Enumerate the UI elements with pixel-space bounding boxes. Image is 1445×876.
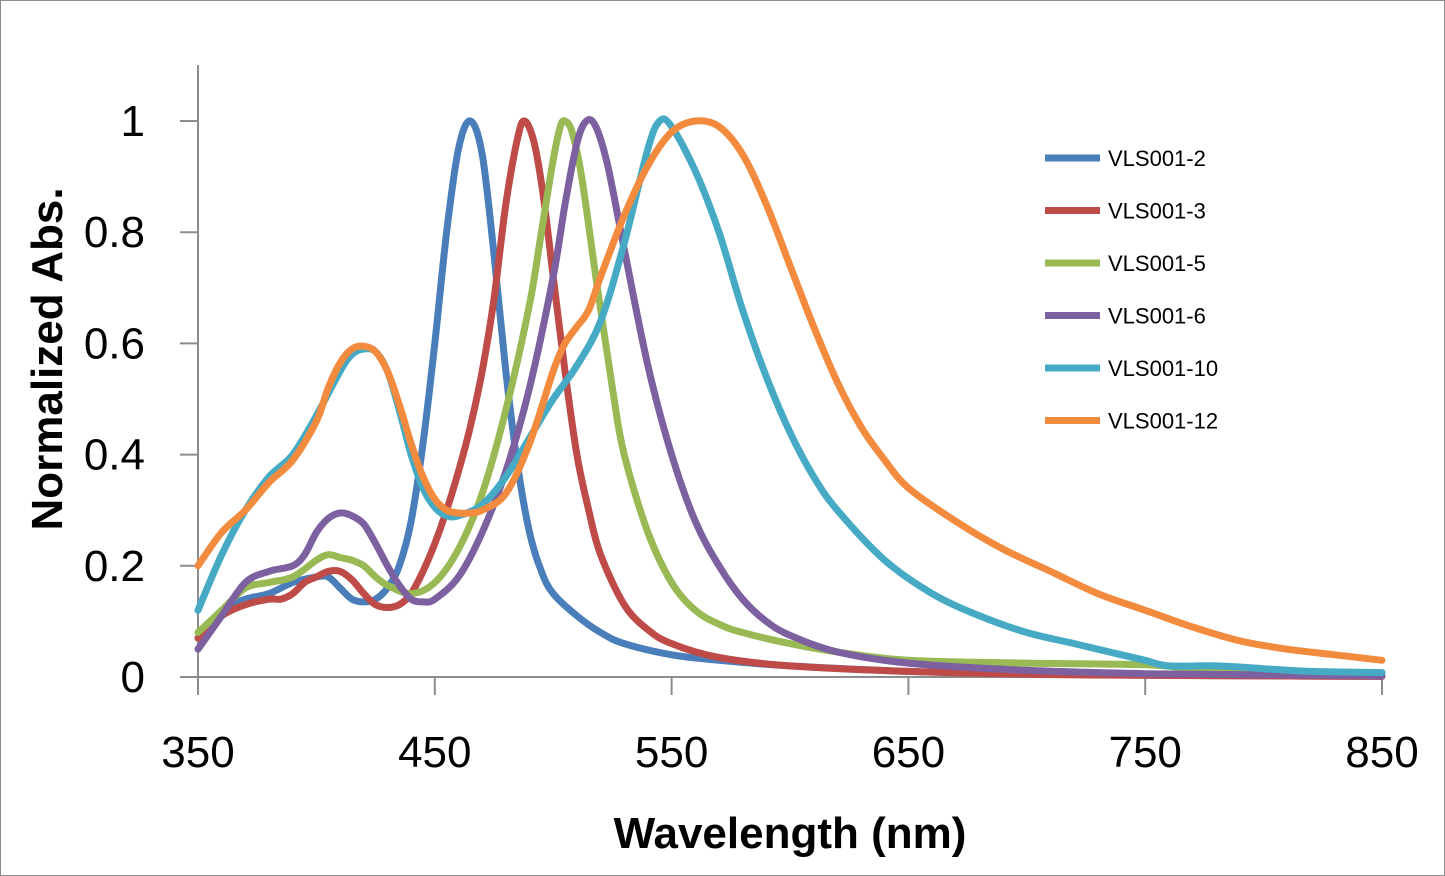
series-line-vls001-6 xyxy=(194,116,1386,680)
y-tick-label: 0 xyxy=(121,653,145,702)
x-tick-label: 550 xyxy=(635,728,708,777)
series-line-vls001-12 xyxy=(194,117,1386,664)
x-tick-label: 650 xyxy=(872,728,945,777)
x-tick-label: 350 xyxy=(161,728,234,777)
x-axis-title: Wavelength (nm) xyxy=(614,809,967,858)
legend-label: VLS001-6 xyxy=(1108,304,1206,329)
series-line-vls001-10 xyxy=(194,115,1386,677)
y-tick-label: 0.8 xyxy=(84,208,145,257)
legend-label: VLS001-10 xyxy=(1108,356,1218,381)
x-tick-label: 850 xyxy=(1345,728,1418,777)
y-axis-title: Normalized Abs. xyxy=(23,187,72,530)
y-tick-label: 1 xyxy=(121,97,145,146)
y-tick-label: 0.2 xyxy=(84,542,145,591)
legend-label: VLS001-12 xyxy=(1108,409,1218,434)
legend: VLS001-2 VLS001-3 VLS001-5 VLS001-6 VLS001-1… xyxy=(1045,146,1218,434)
legend-label: VLS001-3 xyxy=(1108,199,1206,224)
y-tick-label: 0.4 xyxy=(84,431,145,480)
series-group xyxy=(194,115,1386,680)
x-tick-label: 450 xyxy=(398,728,471,777)
x-ticks: 350 450 550 650 750 850 xyxy=(161,677,1419,777)
y-ticks: 0 0.2 0.4 0.6 0.8 1 xyxy=(84,97,198,702)
y-tick-label: 0.6 xyxy=(84,319,145,368)
legend-label: VLS001-5 xyxy=(1108,251,1206,276)
legend-label: VLS001-2 xyxy=(1108,146,1206,171)
x-tick-label: 750 xyxy=(1108,728,1181,777)
series-line-vls001-3 xyxy=(194,117,1386,680)
